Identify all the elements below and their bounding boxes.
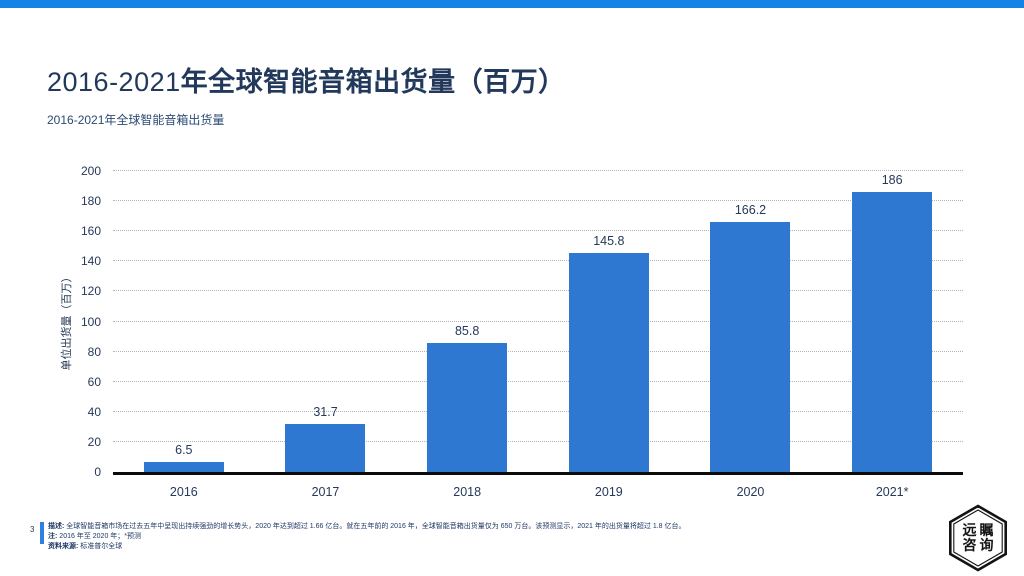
bar-value-label-2019: 145.8 [593, 233, 625, 248]
bar-2020 [710, 221, 791, 472]
footer-remark-label: 注: [48, 533, 58, 540]
bar-value-label-2018: 85.8 [454, 323, 480, 338]
footer-accent-bar [40, 522, 44, 544]
footer-note-label: 描述: [48, 523, 65, 530]
bar-2019 [568, 252, 649, 472]
y-tick-label-20: 20 [87, 434, 101, 449]
footer-notes: 描述: 全球智能音箱市场在过去五年中呈现出持续强劲的增长势头，2020 年达到超… [48, 522, 1013, 552]
gridline-y-20 [113, 440, 963, 442]
page-number: 3 [30, 525, 35, 534]
y-tick-label-140: 140 [80, 254, 101, 269]
header-accent-bar [0, 0, 1024, 8]
gridline-y-60 [113, 380, 963, 382]
company-logo: 远瞩 咨询 [947, 504, 1009, 572]
y-tick-label-40: 40 [87, 404, 101, 419]
y-tick-label-80: 80 [87, 344, 101, 359]
footer-remark-line: 注: 2016 年至 2020 年；*预测 [48, 532, 1013, 542]
y-tick-label-180: 180 [80, 194, 101, 209]
gridline-y-80 [113, 350, 963, 352]
gridline-y-160 [113, 230, 963, 232]
x-axis-label-2017: 2017 [311, 485, 340, 499]
y-tick-label-200: 200 [80, 164, 101, 178]
bar-chart-plot-area: 0 20 40 60 80 100 120 140 160 180 200 6.5 2016 31.7 20… [81, 164, 963, 499]
bar-group-2016: 6.5 2016 [113, 171, 255, 499]
bar-group-2019: 145.8 2019 [538, 171, 680, 499]
chart-title: 2016-2021年全球智能音箱出货量 [47, 113, 225, 127]
logo-text-line1: 远瞩 [962, 522, 997, 538]
footer-source-text: 标准普尔全球 [80, 543, 123, 550]
x-axis-label-2016: 2016 [169, 485, 198, 499]
page-title: 2016-2021年全球智能音箱出货量（百万） [47, 60, 566, 99]
bar-group-2018: 85.8 2018 [396, 171, 538, 499]
y-tick-label-60: 60 [87, 374, 101, 389]
bar-2017 [285, 424, 366, 472]
x-axis-label-2019: 2019 [594, 485, 623, 499]
footer-source-label: 资料来源: [48, 543, 79, 550]
page-title-main: 年全球智能音箱出货量（百万） [180, 67, 566, 97]
logo-text-line2: 咨询 [962, 537, 997, 553]
gridline-y-180 [113, 200, 963, 202]
x-axis-line [113, 471, 963, 475]
footer-note-line: 描述: 全球智能音箱市场在过去五年中呈现出持续强劲的增长势头，2020 年达到超… [48, 522, 1013, 532]
bar-group-2017: 31.7 2017 [255, 171, 397, 499]
gridline-y-200 [113, 170, 963, 171]
y-tick-label-160: 160 [80, 224, 101, 239]
bar-2021* [852, 192, 933, 472]
bar-value-label-2020: 166.2 [734, 202, 767, 217]
page-title-years: 2016-2021 [47, 67, 181, 97]
y-tick-label-100: 100 [80, 314, 101, 329]
footer-note-text: 全球智能音箱市场在过去五年中呈现出持续强劲的增长势头，2020 年达到超过 1.… [66, 523, 686, 530]
gridline-y-100 [113, 320, 963, 322]
gridline-y-120 [113, 290, 963, 292]
y-tick-label-120: 120 [80, 284, 101, 299]
gridline-y-140 [113, 260, 963, 262]
footer-source-line: 资料来源: 标准普尔全球 [48, 542, 1013, 552]
gridline-y-40 [113, 410, 963, 412]
bar-value-label-2016: 6.5 [175, 443, 193, 458]
bar-value-label-2021*: 186 [881, 173, 903, 188]
x-axis-label-2020: 2020 [736, 485, 765, 499]
x-axis-label-2021*: 2021* [875, 485, 909, 499]
x-axis-label-2018: 2018 [453, 485, 482, 499]
bar-2016 [143, 462, 224, 472]
bar-value-label-2017: 31.7 [313, 405, 338, 420]
y-tick-label-0: 0 [94, 465, 101, 479]
bar-2018 [427, 342, 508, 472]
logo-hexagon-icon [948, 504, 1008, 572]
logo-text: 远瞩 咨询 [947, 523, 1009, 553]
bar-group-2020: 166.2 2020 [680, 171, 822, 499]
footer-remark-text: 2016 年至 2020 年；*预测 [59, 533, 141, 540]
bar-group-2021*: 186 2021* [821, 171, 963, 499]
